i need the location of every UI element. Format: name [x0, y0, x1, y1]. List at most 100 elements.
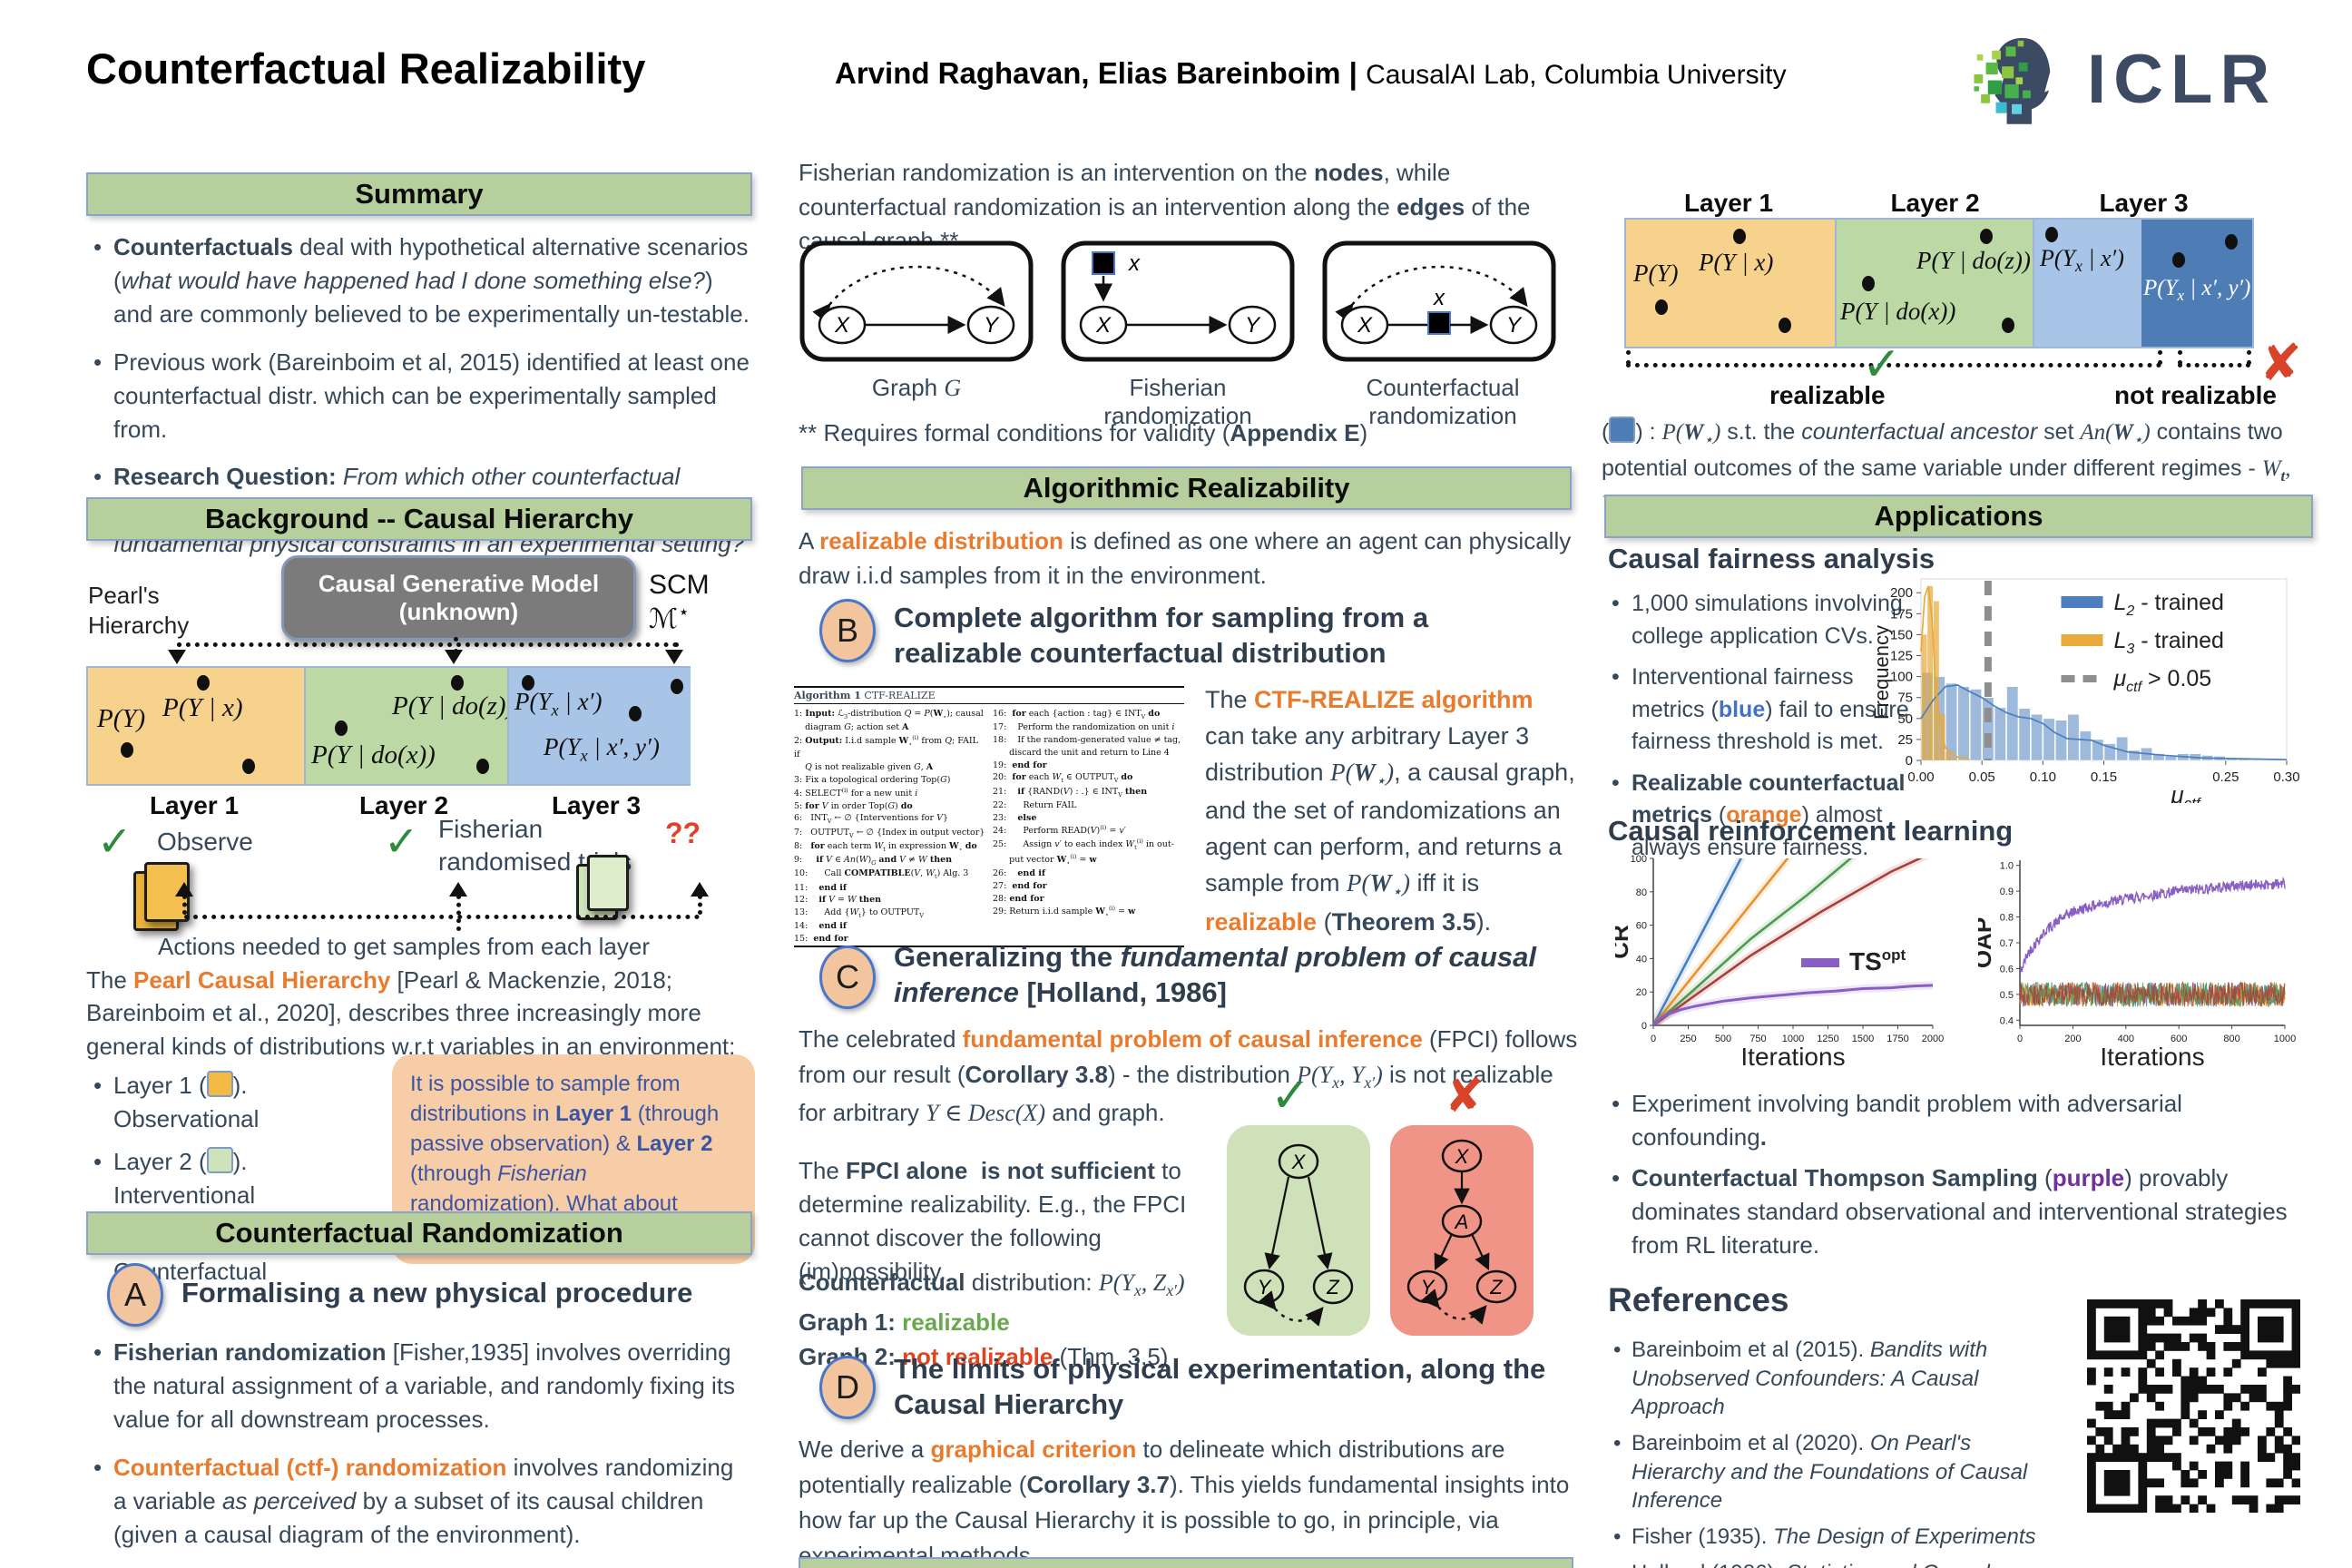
authors-line: Arvind Raghavan, Elias Bareinboim | Caus… [835, 56, 1787, 91]
layer2-label: Layer 2 [358, 791, 449, 819]
poster-title: Counterfactual Realizability [86, 44, 646, 93]
svg-text:0: 0 [1642, 1021, 1647, 1032]
reference-item: Bareinboim et al (2020). On Pearl's Hier… [1608, 1429, 2062, 1515]
realizability-bar: P(Y) P(Y | x) P(Y | do(z)) P(Y | do(x)) … [1624, 218, 2254, 348]
layer2-segment: P(Y | do(z)) P(Y | do(x)) [304, 668, 514, 784]
svg-text:800: 800 [2223, 1034, 2239, 1044]
applications-header: Applications [1604, 495, 2313, 538]
svg-text:0.8: 0.8 [2000, 913, 2014, 924]
badge-a: A [107, 1263, 163, 1327]
layer3-dark-segment: P(Yx | x′, y′) [2141, 220, 2252, 347]
svg-text:μctf > 0.05: μctf > 0.05 [2112, 666, 2211, 695]
graph-caption: Fisherian randomization [1103, 374, 1252, 429]
layer2-segment: P(Y | do(z)) P(Y | do(x)) [1835, 220, 2034, 347]
connector [184, 915, 700, 919]
authors: Arvind Raghavan, Elias Bareinboim | [835, 56, 1357, 90]
layer-list-item: Layer 1 (). Observational [86, 1069, 395, 1136]
section-c-heading: Generalizing the fundamental problem of … [894, 941, 1536, 1008]
actions-caption: Actions needed to get samples from each … [158, 933, 650, 960]
svg-text:0: 0 [1651, 1034, 1656, 1044]
layer-list-item: Layer 2 (). Interventional [86, 1145, 395, 1212]
layer3-segment: P(Yx | x′) P(Yx | x′, y′) [507, 668, 691, 784]
connector [177, 642, 678, 647]
qr-code[interactable] [2087, 1299, 2300, 1513]
layer3-label: Layer 3 [551, 791, 642, 819]
svg-text:0.05: 0.05 [1969, 769, 1995, 785]
reference-item: Holland (1986). Statistics and Causal In… [1608, 1559, 2062, 1568]
section-a-bullets: Fisherian randomization [Fisher,1935] in… [86, 1336, 753, 1565]
svg-text:125: 125 [1890, 649, 1913, 664]
fisherian-randomization-box: x X Y [1060, 240, 1296, 368]
svg-text:40: 40 [1636, 954, 1647, 965]
section-a-bullet: Counterfactual (ctf-) randomization invo… [86, 1451, 753, 1552]
svg-text:Y: Y [1258, 1276, 1272, 1298]
reference-item: Fisher (1935). The Design of Experiments [1608, 1523, 2062, 1552]
svg-text:1500: 1500 [1852, 1034, 1874, 1044]
arrow-down-icon [665, 650, 683, 664]
question-marks: ?? [665, 817, 701, 849]
not-realizable-label: not realizable [2114, 381, 2277, 409]
section-a-heading: Formalising a new physical procedure [181, 1277, 693, 1308]
layer1-segment: P(Y) P(Y | x) [88, 668, 304, 784]
oap-chart: 0.4 0.5 0.6 0.7 0.8 0.9 1.0 0 200 400 600 800 1000 OA… [1978, 860, 2296, 1071]
hierarchy-bar: P(Y) P(Y | x) P(Y | do(z)) P(Y | do(x)) … [86, 666, 691, 786]
section-c-paragraph: The celebrated fundamental problem of ca… [799, 1025, 1578, 1126]
arrow-up-icon [449, 882, 467, 897]
fairness-histogram-chart: 0 25 50 75 100 125 150 175 200 0.00 0.05 0.10 0.15 0.… [1874, 578, 2300, 803]
check-icon: ✓ [1862, 338, 1902, 392]
algorithm-left-column: 1: Input: ℒ3-distribution Q = P(W⋆); cau… [794, 709, 985, 945]
svg-text:OAP: OAP [1978, 917, 1996, 968]
fairness-bullets: 1,000 simulations involving college appl… [1604, 588, 1922, 873]
footnote: ** Requires formal conditions for validi… [799, 419, 1368, 446]
svg-text:Z: Z [1326, 1276, 1340, 1298]
svg-text:μctf: μctf [2170, 781, 2201, 803]
summary-bullet: Counterfactuals deal with hypothetical a… [86, 230, 753, 331]
svg-text:X: X [1291, 1151, 1307, 1173]
rl-heading: Causal reinforcement learning [1608, 815, 2014, 847]
background-header: Background -- Causal Hierarchy [86, 497, 752, 541]
cut-off-section-header [799, 1557, 1573, 1568]
iclr-logo-head-icon [1974, 37, 2065, 124]
section-b-heading: Complete algorithm for sampling from a r… [894, 602, 1429, 669]
cross-icon: ✘ [2259, 334, 2302, 393]
pch-paragraph: The Pearl Causal Hierarchy [Pearl & Mack… [86, 966, 736, 1060]
graph-g-box: X Y [799, 240, 1034, 368]
alg-intro: A realizable distribution is defined as … [799, 527, 1572, 589]
svg-text:250: 250 [1680, 1034, 1696, 1044]
section-a-bullet: Fisherian randomization [Fisher,1935] in… [86, 1336, 753, 1436]
background-title: Background -- Causal Hierarchy [204, 503, 634, 534]
svg-text:x: x [1433, 286, 1446, 310]
check-icon: ✓ [1270, 1069, 1310, 1123]
svg-text:0.00: 0.00 [1907, 769, 1934, 785]
svg-text:100: 100 [1890, 670, 1913, 685]
affiliation: CausalAI Lab, Columbia University [1366, 60, 1787, 90]
svg-text:0.15: 0.15 [2091, 769, 2117, 785]
fairness-heading: Causal fairness analysis [1608, 543, 1936, 574]
cross-icon: ✘ [1445, 1069, 1485, 1123]
graph2-panel: X A Y Z [1390, 1125, 1534, 1340]
svg-text:150: 150 [1890, 627, 1913, 642]
section-b-text: The CTF-REALIZE algorithm can take any a… [1205, 686, 1575, 936]
summary-header: Summary [86, 172, 752, 216]
svg-text:500: 500 [1715, 1034, 1731, 1044]
layer1-label: Layer 1 [1683, 189, 1774, 217]
svg-text:0.10: 0.10 [2030, 769, 2056, 785]
svg-text:TSopt: TSopt [1849, 946, 1906, 975]
svg-text:0.25: 0.25 [2212, 769, 2239, 785]
badge-c: C [819, 946, 876, 1009]
section-d-heading: The limits of physical experimentation, … [894, 1353, 1546, 1420]
document-icon [144, 862, 190, 922]
algorithm-listing: Algorithm 1 CTF-REALIZE 1: Input: ℒ3-dis… [794, 686, 1184, 947]
svg-text:20: 20 [1636, 987, 1647, 998]
svg-text:400: 400 [2118, 1034, 2134, 1044]
svg-text:L2 - trained: L2 - trained [2113, 590, 2223, 619]
svg-text:Iterations: Iterations [2100, 1043, 2204, 1071]
graph1-line: Graph 1: realizable [799, 1308, 1010, 1336]
observe-label: Observe [157, 828, 253, 856]
svg-text:A: A [1454, 1210, 1469, 1233]
svg-text:x: x [1128, 251, 1141, 276]
svg-text:Frequency: Frequency [1874, 625, 1893, 720]
svg-text:200: 200 [2064, 1034, 2081, 1044]
algorithmic-realizability-header: Algorithmic Realizability [801, 466, 1572, 510]
not-realizable-bracket [2178, 363, 2250, 368]
